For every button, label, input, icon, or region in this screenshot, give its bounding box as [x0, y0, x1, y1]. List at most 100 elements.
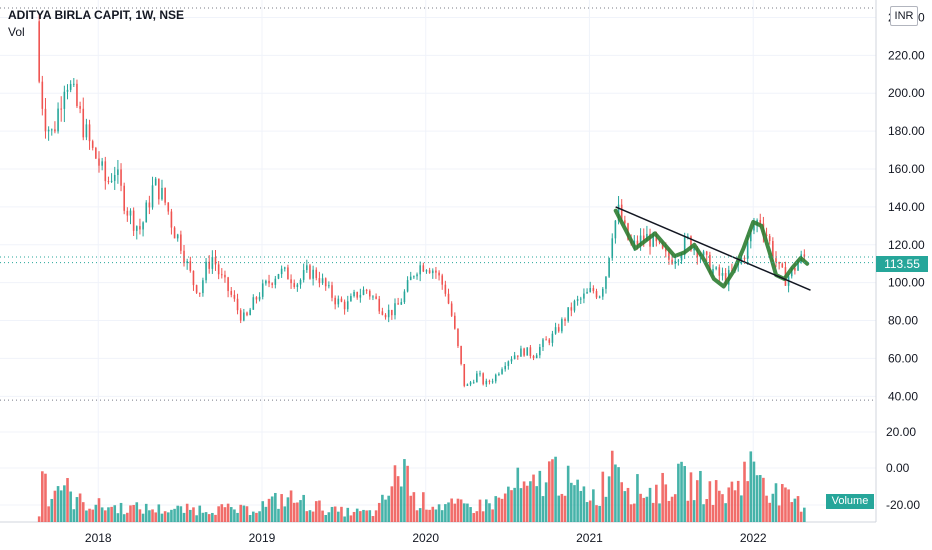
price-axis[interactable]: 240.00220.00200.00180.00160.00140.00120.… — [886, 10, 925, 512]
volume-bar — [601, 471, 605, 522]
volume-bar — [384, 499, 387, 522]
candle-body — [403, 291, 406, 303]
candle-body — [88, 124, 91, 142]
volume-bar — [503, 493, 507, 522]
candle-body — [438, 272, 440, 276]
candle-body — [324, 278, 327, 287]
candle-body — [687, 236, 689, 238]
candle-body — [123, 185, 125, 211]
candle-body — [416, 274, 418, 277]
volume-bar — [211, 512, 214, 522]
volume-bar — [667, 500, 671, 522]
candle-body — [356, 291, 359, 298]
volume-bar — [516, 467, 520, 522]
candle-body — [535, 355, 538, 359]
volume-bar — [743, 461, 746, 522]
candle-body — [513, 355, 516, 360]
candle-body — [545, 339, 547, 341]
candle-body — [69, 83, 72, 90]
volume-bar — [588, 500, 592, 522]
candle-body — [224, 274, 226, 278]
volume-bar — [236, 512, 239, 522]
candle-body — [180, 234, 182, 251]
volume-bar — [740, 495, 743, 522]
candle-body — [85, 124, 88, 138]
y-tick-label: 200.00 — [888, 86, 925, 100]
volume-bar — [91, 509, 95, 522]
candle-body — [287, 267, 289, 280]
candle-body — [394, 303, 396, 316]
y-tick-label: 80.00 — [888, 314, 918, 328]
candle-body — [750, 230, 752, 242]
candle-body — [542, 339, 544, 348]
trendline — [615, 206, 811, 291]
candle-body — [705, 251, 708, 255]
candle-body — [683, 237, 686, 255]
volume-bar — [437, 504, 441, 522]
volume-bar — [100, 507, 104, 522]
volume-bar — [267, 498, 271, 522]
volume-bar — [541, 496, 545, 522]
volume-bar — [544, 482, 548, 522]
candle-body — [117, 169, 119, 176]
volume-bar — [223, 507, 227, 522]
candle-body — [712, 269, 714, 274]
candle-body — [375, 296, 377, 299]
currency-button[interactable]: INR — [890, 6, 918, 26]
candle-body — [803, 254, 806, 257]
candle-body — [63, 91, 66, 109]
volume-bar — [97, 498, 101, 522]
volume-bar — [324, 514, 328, 522]
volume-bar — [239, 504, 242, 522]
volume-bar — [730, 481, 734, 522]
candle-body — [265, 280, 267, 284]
candle-body — [768, 235, 771, 242]
candle-body — [340, 298, 343, 302]
volume-bar — [220, 504, 224, 522]
volume-bar — [333, 506, 337, 522]
volume-bar — [510, 490, 513, 522]
volume-tick-label: 20.00 — [886, 425, 916, 439]
x-tick-label: 2020 — [412, 531, 439, 545]
volume-bar — [50, 498, 54, 522]
volume-bar — [103, 510, 107, 522]
volume-bar — [799, 511, 803, 522]
candle-body — [520, 348, 522, 357]
candle-body — [76, 83, 78, 107]
volume-bar — [374, 510, 378, 522]
volume-bar — [274, 492, 277, 522]
volume-bar — [126, 512, 129, 522]
volume-bar — [431, 506, 435, 522]
volume-bar — [752, 461, 756, 522]
time-axis[interactable]: 2018 2019 2020 2021 2022 — [85, 531, 767, 545]
x-tick-label: 2021 — [576, 531, 603, 545]
candle-body — [309, 265, 311, 279]
candle-body — [746, 241, 749, 260]
volume-bar — [305, 511, 309, 522]
volume-bar — [677, 463, 680, 522]
candle-body — [299, 279, 302, 285]
x-tick-label: 2018 — [85, 531, 112, 545]
volume-bar — [721, 494, 724, 522]
volume-bar — [160, 513, 164, 522]
candle-body — [454, 315, 456, 329]
candle-body — [431, 270, 434, 274]
volume-bar — [258, 511, 261, 522]
candle-body — [261, 283, 264, 297]
volume-bar — [485, 499, 488, 522]
volume-bar — [72, 509, 76, 522]
candle-body — [362, 289, 365, 295]
candle-body — [249, 309, 251, 316]
y-tick-label: 160.00 — [888, 162, 925, 176]
volume-bar — [629, 504, 633, 522]
candle-body — [135, 226, 138, 231]
volume-bar — [557, 495, 561, 522]
volume-bar — [302, 494, 305, 522]
candle-body — [639, 235, 642, 245]
volume-bar — [163, 511, 167, 522]
candle-body — [551, 333, 554, 343]
candle-body — [570, 307, 573, 311]
volume-bar — [459, 499, 463, 522]
volume-bar — [793, 498, 797, 522]
